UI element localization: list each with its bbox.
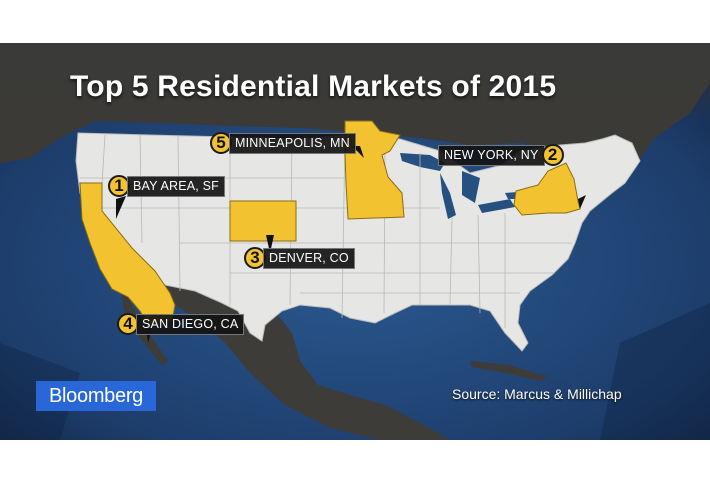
market-callout-1: 1 BAY AREA, SF [108,175,225,197]
minnesota-highlight [344,120,405,220]
market-callout-2: NEW YORK, NY 2 [438,144,564,166]
market-label: SAN DIEGO, CA [136,313,245,335]
callout-pointers [116,146,586,343]
map-title: Top 5 Residential Markets of 2015 [70,70,557,103]
market-label: MINNEAPOLIS, MN [229,132,356,154]
rank-badge: 2 [541,144,564,166]
baja-peninsula [120,283,168,365]
market-label: DENVER, CO [263,247,355,269]
source-credit: Source: Marcus & Millichap [452,386,622,402]
market-callout-3: 3 DENVER, CO [244,247,355,269]
market-callout-4: 4 SAN DIEGO, CA [117,313,245,335]
great-lakes [400,153,530,219]
market-label: NEW YORK, NY [438,144,545,166]
ocean-shadow [0,303,710,440]
market-callout-5: 5 MINNEAPOLIS, MN [210,132,356,154]
cuba [470,361,548,381]
market-label: BAY AREA, SF [127,175,225,197]
title-backdrop [0,43,710,123]
map-frame: Top 5 Residential Markets of 2015 1 BAY … [0,43,710,440]
bloomberg-logo: Bloomberg [36,381,156,411]
colorado-highlight [229,200,297,242]
new-york-highlight [513,162,581,216]
